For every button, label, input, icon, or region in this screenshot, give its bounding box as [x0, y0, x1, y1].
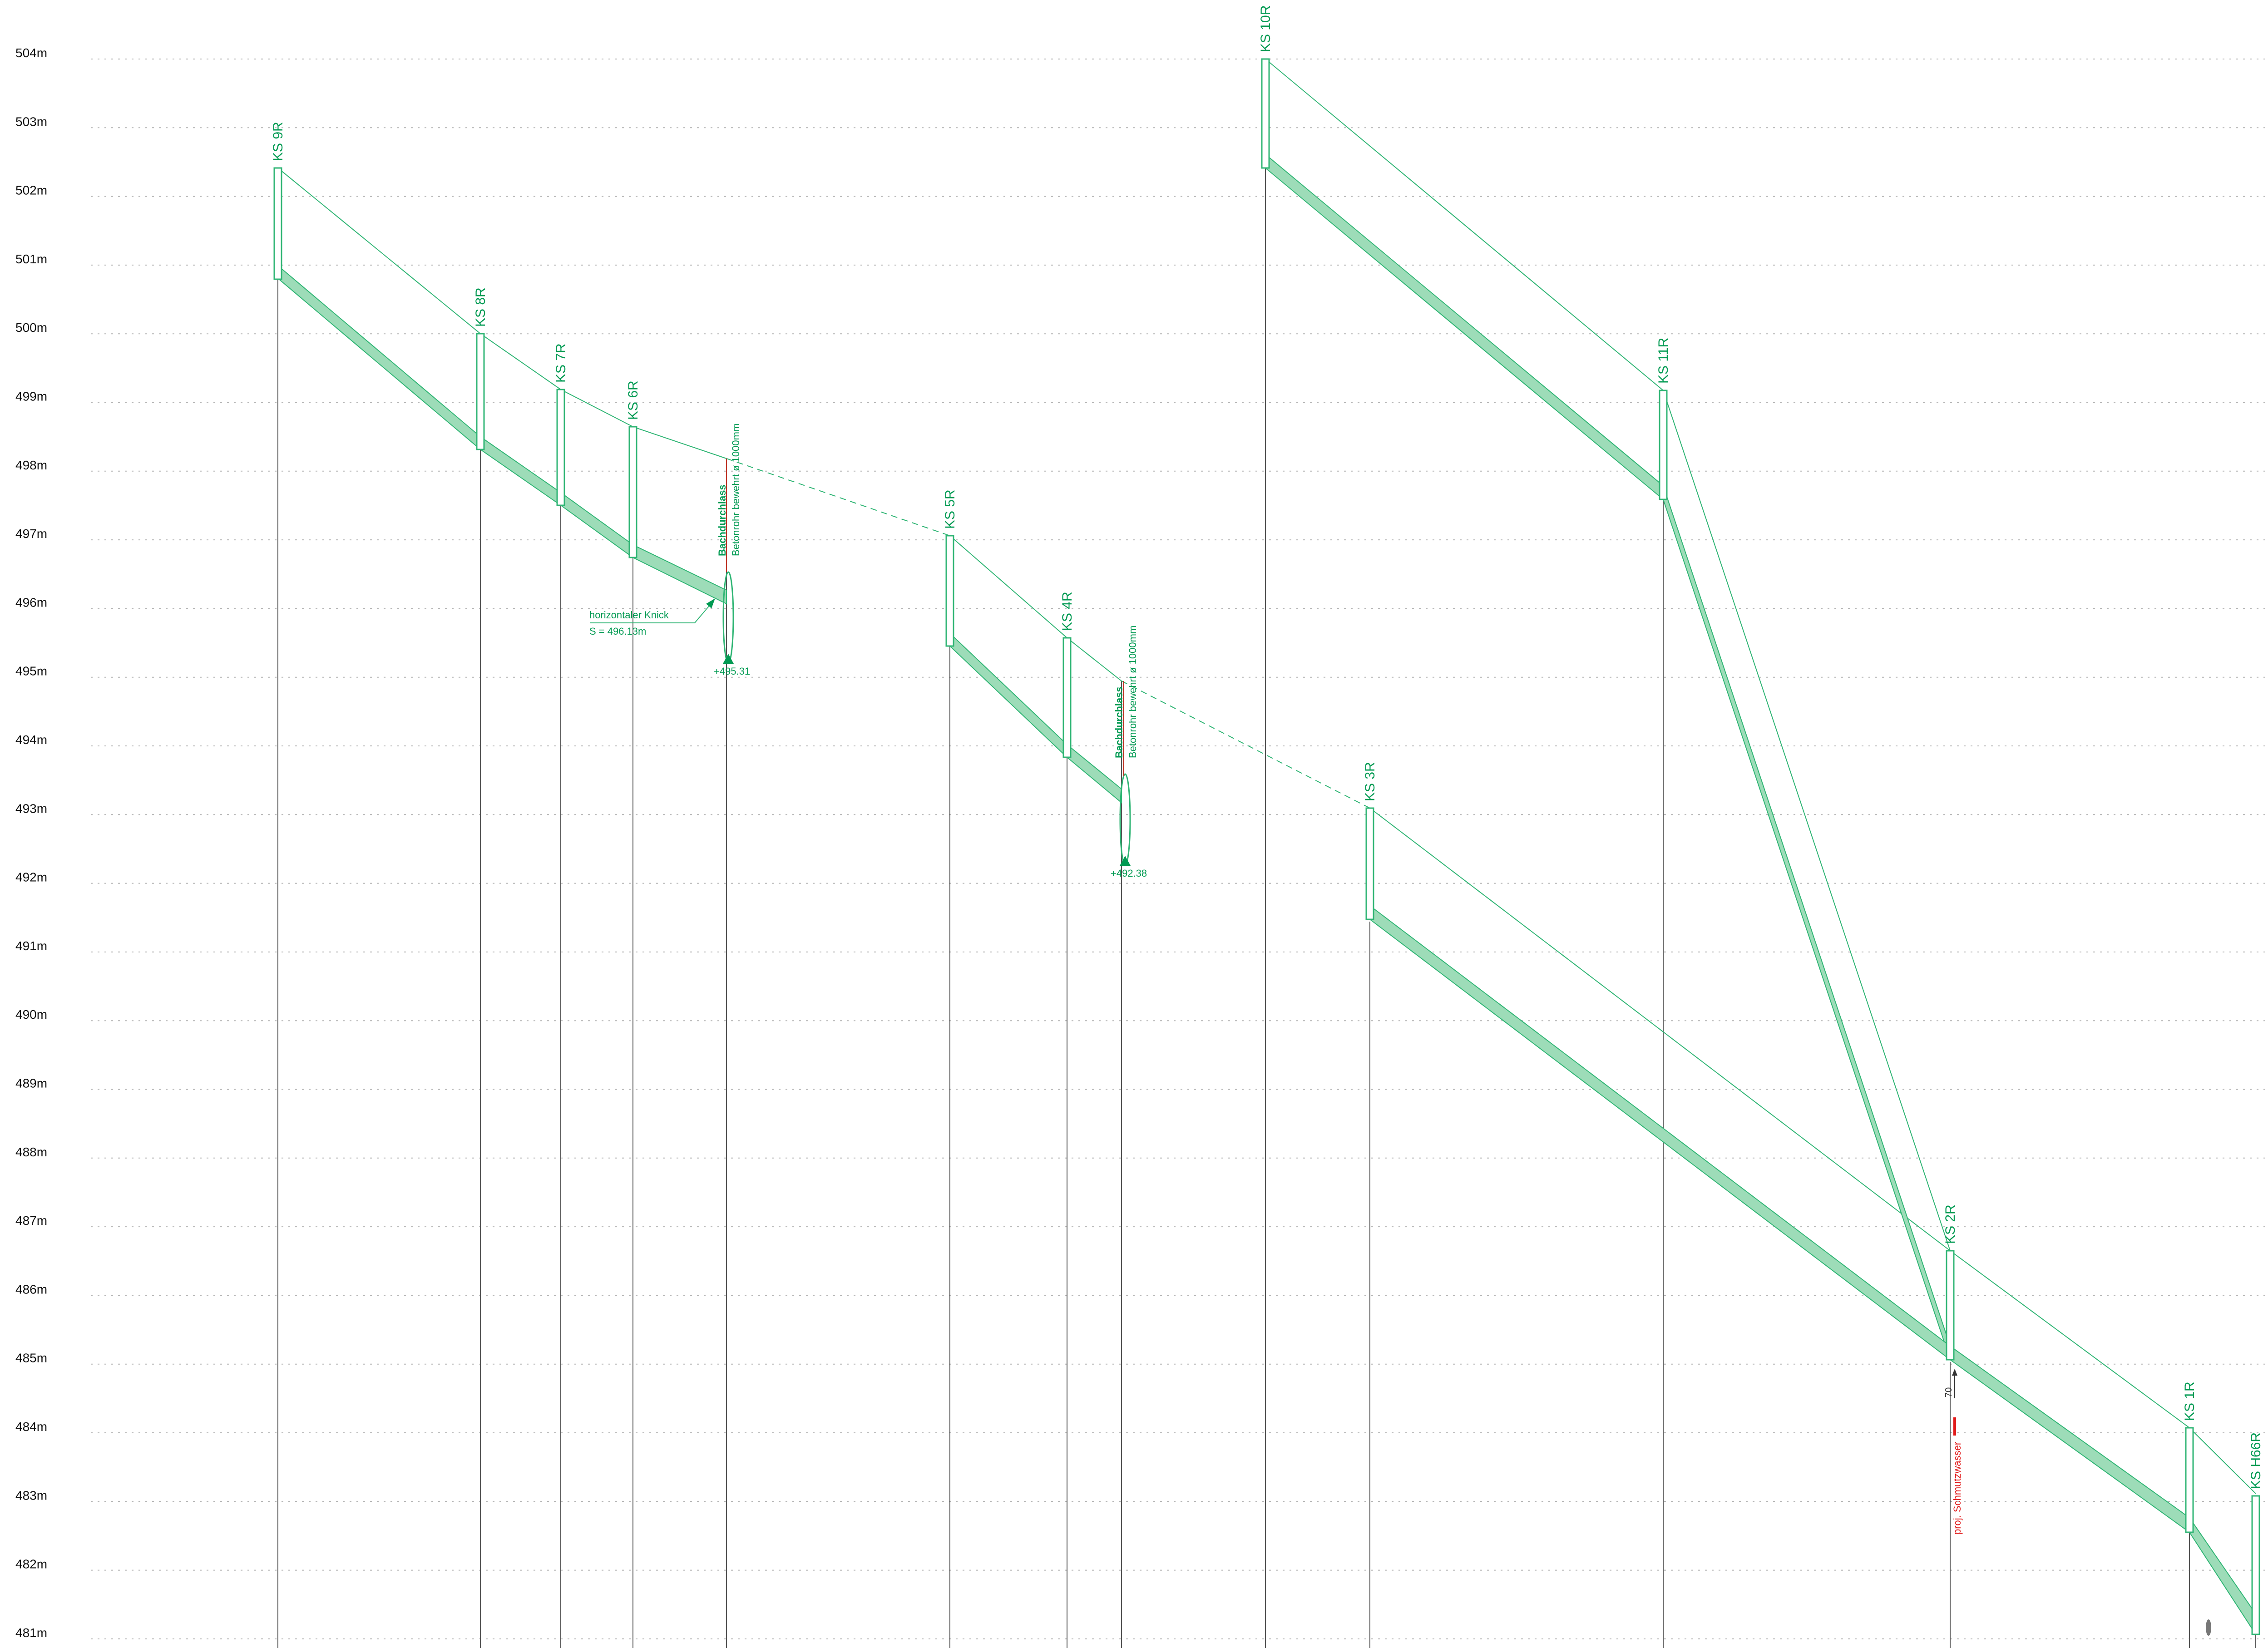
manhole-label-ks3r: KS 3R	[1363, 762, 1378, 801]
manhole-label-ks1r: KS 1R	[2182, 1382, 2197, 1421]
culvert-2-subtitle: Betonrohr bewehrt ø 1000mm	[1127, 626, 1138, 758]
elevation-label: 503m	[15, 114, 47, 128]
manhole-shaft-ks3r	[1365, 807, 1374, 920]
knick-title: horizontaler Knick	[589, 609, 669, 621]
elevation-label: 497m	[15, 527, 47, 541]
manhole-label-ks10r: KS 10R	[1258, 5, 1273, 52]
horizontal-knick-annotation: horizontaler Knick S = 496.13m	[589, 598, 715, 637]
manhole-label-ks4r: KS 4R	[1060, 592, 1075, 631]
terrain-line-dashed-1	[726, 458, 950, 536]
elevation-label: 485m	[15, 1351, 47, 1365]
manhole-shaft-ks8r	[476, 333, 485, 450]
culvert-1-title: Bachdurchlass	[716, 484, 728, 556]
manhole-shaft-ks6r	[628, 426, 637, 558]
knick-arrow-icon	[706, 598, 715, 608]
pipe-band-ks10r-ks11r	[1265, 153, 1664, 501]
manhole-label-ks9r: KS 9R	[271, 122, 286, 161]
elevation-label: 487m	[15, 1214, 47, 1228]
elevation-label: 490m	[15, 1007, 47, 1021]
culvert-1-subtitle: Betonrohr bewehrt ø 1000mm	[730, 424, 741, 556]
manhole-shaft-ks1r	[2185, 1427, 2194, 1533]
manhole-label-ks8r: KS 8R	[473, 287, 488, 327]
sewer-arrow-icon	[1952, 1369, 1957, 1376]
manhole-label-ks7r: KS 7R	[553, 343, 568, 383]
utility-marker-icon	[2206, 1619, 2211, 1636]
culvert-1-pipe-section	[722, 571, 734, 664]
manhole-label-ks5r: KS 5R	[943, 489, 958, 529]
culvert-2: +492.38 Bachdurchlass Betonrohr bewehrt …	[1111, 626, 1147, 879]
elevation-label: 499m	[15, 390, 47, 404]
culvert-2-invert-label: +492.38	[1111, 868, 1147, 879]
sewer-dimension-label: 70	[1944, 1387, 1954, 1397]
manhole-labels: KS 9R KS 8R KS 7R KS 6R KS 5R KS 4R KS 1…	[271, 5, 2263, 1489]
terrain-line-dashed-2	[1121, 681, 1370, 809]
manhole-shafts	[273, 58, 2260, 1635]
pipe-band-ks2r-ks1r	[1950, 1345, 2190, 1533]
terrain-line-segment-1	[277, 168, 727, 459]
elevation-label: 494m	[15, 733, 47, 747]
sewer-annotation: 70 proj. Schmutzwasser	[1944, 1369, 1963, 1535]
pipe-band-ks9r-ks8r	[277, 264, 481, 451]
sewer-pipe-marker	[1953, 1417, 1956, 1436]
culvert-1-invert-triangle	[723, 654, 734, 664]
elevation-label: 501m	[15, 252, 47, 266]
elevation-label: 488m	[15, 1145, 47, 1159]
elevation-label: 500m	[15, 321, 47, 335]
manhole-shaft-ks2r	[1946, 1250, 1955, 1361]
manhole-shaft-ks9r	[273, 167, 282, 280]
elevation-grid: 504m 503m 502m 501m 500m 499m 498m 497m 496m 495m…	[15, 46, 2268, 1640]
pipe-band-ks7r-ks6r	[560, 492, 633, 558]
terrain-line-segment-3	[1369, 808, 2256, 1494]
terrain-line-segment-4	[1265, 59, 1951, 1251]
elevation-label: 483m	[15, 1488, 47, 1502]
elevation-label: 489m	[15, 1076, 47, 1090]
elevation-label: 498m	[15, 458, 47, 472]
manhole-shaft-ks4r	[1062, 637, 1072, 758]
manhole-shaft-ksh66r	[2251, 1495, 2260, 1635]
elevation-label: 482m	[15, 1557, 47, 1571]
culvert-2-title: Bachdurchlass	[1113, 686, 1125, 758]
pipe-band-ks3r-ks2r	[1369, 904, 1951, 1361]
knick-leader-line	[590, 601, 713, 623]
pipe-band-ks5r-ks4r	[949, 632, 1067, 759]
elevation-label: 486m	[15, 1282, 47, 1296]
elevation-label: 495m	[15, 664, 47, 678]
sewer-label: proj. Schmutzwasser	[1952, 1442, 1963, 1535]
pipe-bands	[277, 153, 2256, 1636]
culvert-1-invert-label: +495.31	[714, 666, 750, 677]
station-lines	[277, 168, 2256, 1648]
elevation-label: 502m	[15, 183, 47, 197]
elevation-label: 481m	[15, 1626, 47, 1640]
manhole-shaft-ks11r	[1659, 390, 1668, 500]
elevation-label: 492m	[15, 870, 47, 884]
manhole-shaft-ks10r	[1261, 58, 1270, 169]
pipe-band-ks6r-culvert1	[632, 544, 727, 605]
manhole-label-ks2r: KS 2R	[1943, 1204, 1958, 1244]
elevation-label: 493m	[15, 801, 47, 815]
manhole-shaft-ks5r	[945, 535, 954, 647]
elevation-label: 496m	[15, 595, 47, 609]
culvert-2-invert-triangle	[1120, 856, 1131, 866]
manhole-label-ksh66r: KS H66R	[2248, 1432, 2263, 1489]
elevation-label: 504m	[15, 46, 47, 60]
elevation-label: 491m	[15, 939, 47, 953]
pipe-band-ks11r-ks2r	[1663, 485, 1951, 1360]
pipe-band-ks1r-ksh66r	[2189, 1516, 2256, 1636]
elevation-label: 484m	[15, 1420, 47, 1434]
culvert-1: +495.31 Bachdurchlass Betonrohr bewehrt …	[714, 424, 750, 677]
manhole-label-ks11r: KS 11R	[1656, 338, 1671, 384]
manhole-shaft-ks7r	[556, 389, 565, 506]
manhole-label-ks6r: KS 6R	[626, 380, 641, 420]
knick-value: S = 496.13m	[589, 626, 646, 637]
terrain-lines	[277, 59, 2256, 1494]
